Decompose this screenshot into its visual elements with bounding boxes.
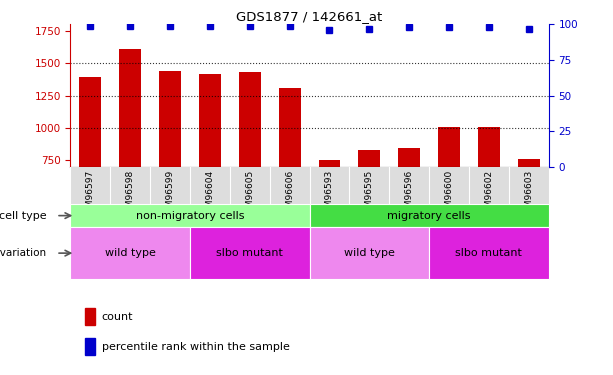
Bar xyxy=(70,227,190,279)
Text: GSM96606: GSM96606 xyxy=(285,170,294,219)
Bar xyxy=(359,150,380,167)
Bar xyxy=(438,127,460,167)
Text: wild type: wild type xyxy=(344,248,395,258)
Text: slbo mutant: slbo mutant xyxy=(216,248,283,258)
Text: non-migratory cells: non-migratory cells xyxy=(136,211,244,220)
Bar xyxy=(319,160,340,167)
Text: GSM96605: GSM96605 xyxy=(245,170,254,219)
Bar xyxy=(190,227,310,279)
Text: percentile rank within the sample: percentile rank within the sample xyxy=(102,342,289,352)
Text: genotype/variation: genotype/variation xyxy=(0,248,47,258)
Text: GSM96602: GSM96602 xyxy=(484,170,493,219)
Bar xyxy=(478,127,500,167)
Text: GSM96600: GSM96600 xyxy=(444,170,454,219)
Text: GSM96596: GSM96596 xyxy=(405,170,414,219)
Bar xyxy=(70,204,310,227)
Text: GSM96595: GSM96595 xyxy=(365,170,374,219)
Text: cell type: cell type xyxy=(0,211,47,220)
Text: wild type: wild type xyxy=(105,248,156,258)
Text: GSM96604: GSM96604 xyxy=(205,170,215,219)
Bar xyxy=(518,159,539,167)
Bar xyxy=(85,308,96,325)
Text: GSM96593: GSM96593 xyxy=(325,170,334,219)
Text: migratory cells: migratory cells xyxy=(387,211,471,220)
Text: slbo mutant: slbo mutant xyxy=(455,248,522,258)
Bar xyxy=(310,204,549,227)
Bar xyxy=(279,88,300,167)
Bar xyxy=(199,74,221,167)
Bar xyxy=(310,227,429,279)
Title: GDS1877 / 142661_at: GDS1877 / 142661_at xyxy=(237,10,383,23)
Text: GSM96599: GSM96599 xyxy=(166,170,175,219)
Bar xyxy=(159,71,181,167)
Bar xyxy=(239,72,261,167)
Text: GSM96603: GSM96603 xyxy=(524,170,533,219)
Bar xyxy=(85,338,96,355)
Text: GSM96598: GSM96598 xyxy=(126,170,135,219)
Bar xyxy=(398,148,420,167)
Bar xyxy=(80,78,101,167)
Bar xyxy=(120,49,141,167)
Bar xyxy=(429,227,549,279)
Text: count: count xyxy=(102,312,133,322)
Text: GSM96597: GSM96597 xyxy=(86,170,95,219)
